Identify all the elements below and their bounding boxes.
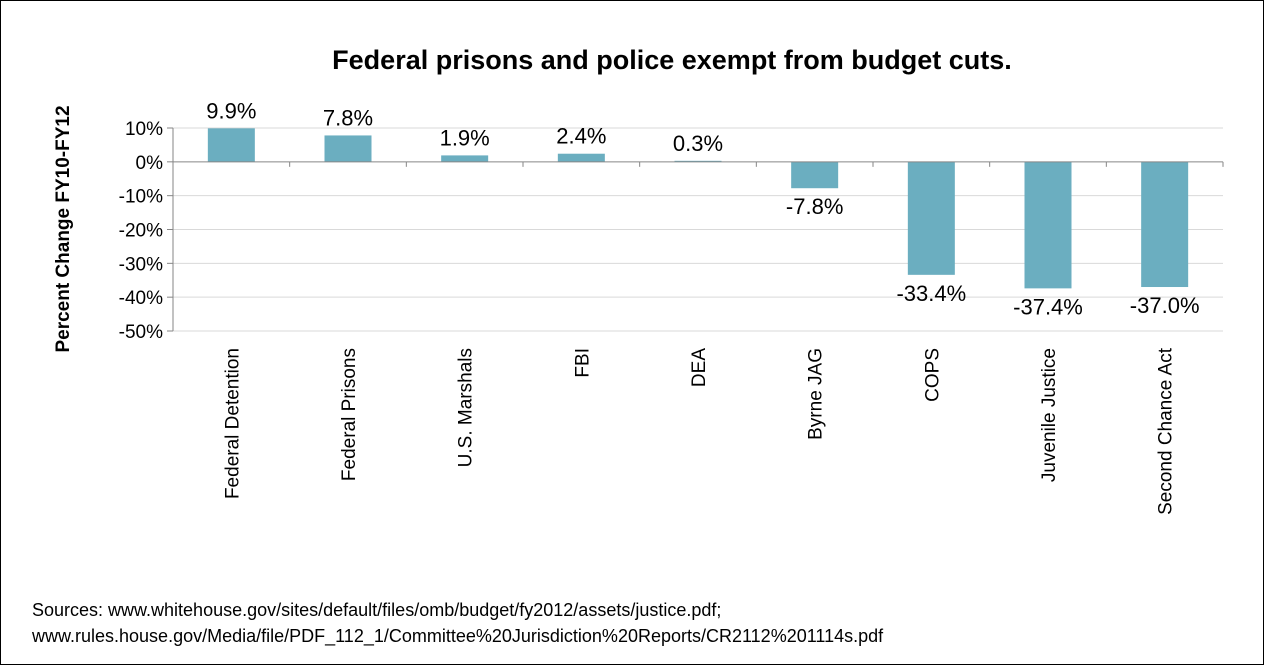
chart-title: Federal prisons and police exempt from b… bbox=[332, 45, 1012, 75]
data-label: 1.9% bbox=[440, 125, 490, 150]
y-tick-label: -40% bbox=[119, 288, 163, 309]
y-tick-label: 0% bbox=[136, 153, 164, 174]
data-label: 7.8% bbox=[323, 105, 373, 130]
sources-line-1: Sources: www.whitehouse.gov/sites/defaul… bbox=[32, 600, 722, 620]
data-label: 9.9% bbox=[206, 98, 256, 123]
x-tick-label: DEA bbox=[689, 348, 710, 387]
bar-chart: Federal prisons and police exempt from b… bbox=[53, 45, 1224, 515]
y-tick-label: -10% bbox=[119, 187, 163, 208]
y-tick-label: -20% bbox=[119, 221, 163, 242]
data-label: 2.4% bbox=[556, 124, 606, 149]
bar bbox=[674, 160, 722, 162]
data-label: -33.4% bbox=[896, 281, 966, 306]
bar bbox=[791, 161, 839, 189]
bar bbox=[441, 155, 489, 162]
data-label: 0.3% bbox=[673, 131, 723, 156]
data-labels: 9.9% 7.8% 1.9% 2.4% 0.3% -7.8% -33.4% -37.4% -37… bbox=[206, 98, 1199, 319]
x-tick-label: FBI bbox=[572, 348, 593, 378]
y-tick-label: -30% bbox=[119, 254, 163, 275]
sources-note: Sources: www.whitehouse.gov/sites/defaul… bbox=[32, 597, 883, 649]
bar bbox=[207, 128, 255, 162]
y-tick-label: -50% bbox=[119, 322, 163, 343]
y-tick-label: 10% bbox=[125, 119, 163, 140]
gridlines bbox=[173, 127, 1223, 332]
y-axis-ticks: 10% 0% -10% -20% -30% -40% -50% bbox=[119, 119, 173, 343]
bar bbox=[1024, 161, 1072, 289]
data-label: -37.4% bbox=[1013, 294, 1083, 319]
x-tick-label: Federal Detention bbox=[222, 348, 243, 499]
x-tick-label: U.S. Marshals bbox=[456, 348, 477, 467]
data-label: -37.0% bbox=[1130, 293, 1200, 318]
axes bbox=[172, 128, 1224, 331]
bar bbox=[1141, 161, 1189, 288]
x-tick-label: Juvenile Justice bbox=[1039, 348, 1060, 482]
data-label: -7.8% bbox=[786, 194, 843, 219]
x-tick-label: Second Chance Act bbox=[1156, 347, 1177, 515]
sources-line-2: www.rules.house.gov/Media/file/PDF_112_1… bbox=[32, 626, 884, 646]
x-axis-ticks: Federal Detention Federal Prisons U.S. Mar… bbox=[222, 347, 1176, 515]
x-tick-label: Federal Prisons bbox=[339, 348, 360, 481]
bar bbox=[557, 153, 605, 162]
x-tick-label: COPS bbox=[922, 348, 943, 402]
bars bbox=[207, 128, 1189, 289]
x-tick-label: Byrne JAG bbox=[806, 348, 827, 440]
bar bbox=[324, 135, 372, 162]
y-axis-label: Percent Change FY10-FY12 bbox=[53, 105, 74, 352]
bar bbox=[907, 161, 955, 275]
